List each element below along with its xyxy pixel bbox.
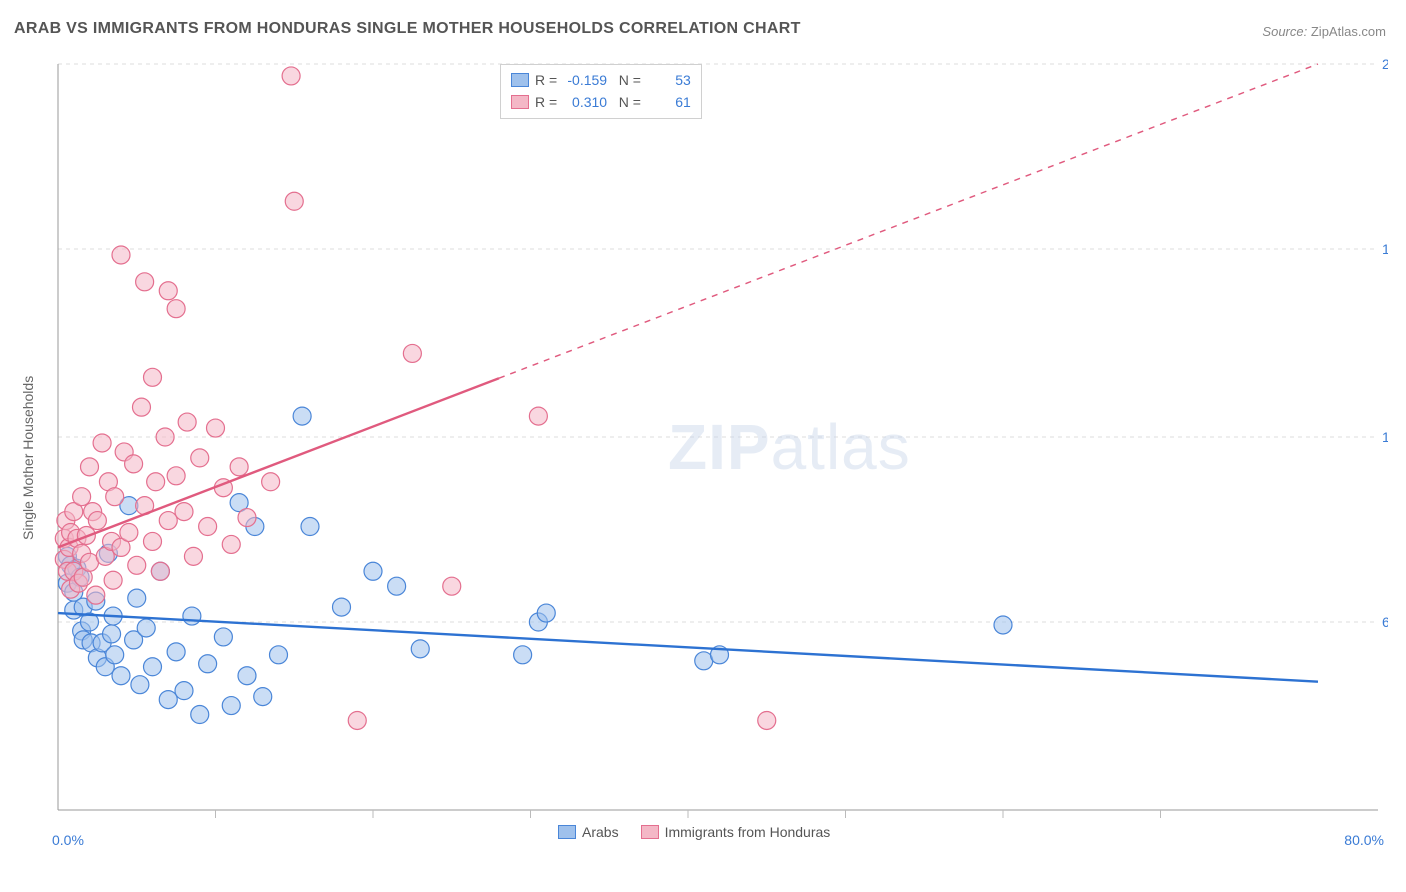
scatter-point <box>293 407 311 425</box>
scatter-point <box>254 688 272 706</box>
series-legend: Arabs Immigrants from Honduras <box>558 824 852 840</box>
scatter-point <box>183 607 201 625</box>
scatter-point <box>175 682 193 700</box>
scatter-point <box>994 616 1012 634</box>
scatter-point <box>207 419 225 437</box>
scatter-point <box>191 449 209 467</box>
scatter-point <box>222 535 240 553</box>
scatter-point <box>151 562 169 580</box>
scatter-point <box>167 467 185 485</box>
scatter-point <box>514 646 532 664</box>
scatter-point <box>222 697 240 715</box>
scatter-point <box>137 619 155 637</box>
scatter-point <box>106 488 124 506</box>
scatter-point <box>230 458 248 476</box>
scatter-point <box>270 646 288 664</box>
svg-text:12.5%: 12.5% <box>1382 429 1388 445</box>
scatter-point <box>175 503 193 521</box>
scatter-point <box>144 532 162 550</box>
scatter-point <box>156 428 174 446</box>
series-legend-item: Arabs <box>558 824 619 840</box>
scatter-point <box>282 67 300 85</box>
legend-swatch <box>641 825 659 839</box>
scatter-point <box>131 676 149 694</box>
scatter-point <box>238 667 256 685</box>
scatter-plot: 6.3%12.5%18.8%25.0% ZIPatlas R = -0.159 … <box>48 50 1388 840</box>
legend-row: R = -0.159 N = 53 <box>511 69 691 91</box>
scatter-point <box>104 571 122 589</box>
scatter-point <box>301 518 319 536</box>
scatter-point <box>88 512 106 530</box>
scatter-point <box>93 434 111 452</box>
source-label: Source: <box>1262 24 1307 39</box>
scatter-point <box>348 711 366 729</box>
scatter-point <box>73 488 91 506</box>
scatter-point <box>159 691 177 709</box>
scatter-point <box>758 711 776 729</box>
scatter-point <box>443 577 461 595</box>
series-legend-item: Immigrants from Honduras <box>641 824 831 840</box>
scatter-point <box>537 604 555 622</box>
chart-title: ARAB VS IMMIGRANTS FROM HONDURAS SINGLE … <box>14 20 801 38</box>
scatter-point <box>87 586 105 604</box>
scatter-point <box>262 473 280 491</box>
scatter-point <box>136 273 154 291</box>
legend-row: R = 0.310 N = 61 <box>511 91 691 113</box>
scatter-point <box>529 407 547 425</box>
scatter-point <box>191 706 209 724</box>
source-value: ZipAtlas.com <box>1311 24 1386 39</box>
scatter-point <box>125 455 143 473</box>
legend-swatch <box>511 73 529 87</box>
scatter-point <box>144 368 162 386</box>
scatter-point <box>388 577 406 595</box>
scatter-point <box>128 589 146 607</box>
scatter-point <box>411 640 429 658</box>
scatter-point <box>159 282 177 300</box>
scatter-point <box>184 547 202 565</box>
source-attribution: Source: ZipAtlas.com <box>1262 24 1386 39</box>
scatter-point <box>403 344 421 362</box>
scatter-point <box>112 246 130 264</box>
svg-text:18.8%: 18.8% <box>1382 241 1388 257</box>
svg-text:25.0%: 25.0% <box>1382 56 1388 72</box>
x-axis-end-label: 80.0% <box>1344 832 1384 848</box>
scatter-point <box>132 398 150 416</box>
scatter-point <box>178 413 196 431</box>
scatter-point <box>238 509 256 527</box>
legend-swatch <box>558 825 576 839</box>
scatter-point <box>364 562 382 580</box>
scatter-point <box>199 518 217 536</box>
legend-swatch <box>511 95 529 109</box>
scatter-point <box>214 628 232 646</box>
svg-text:6.3%: 6.3% <box>1382 614 1388 630</box>
scatter-point <box>159 512 177 530</box>
scatter-point <box>199 655 217 673</box>
y-axis-label: Single Mother Households <box>20 376 36 540</box>
scatter-point <box>167 300 185 318</box>
correlation-legend: R = -0.159 N = 53R = 0.310 N = 61 <box>500 64 702 119</box>
scatter-point <box>333 598 351 616</box>
scatter-point <box>112 667 130 685</box>
scatter-point <box>167 643 185 661</box>
scatter-point <box>285 192 303 210</box>
scatter-point <box>81 458 99 476</box>
scatter-point <box>120 523 138 541</box>
scatter-point <box>128 556 146 574</box>
scatter-point <box>106 646 124 664</box>
plot-svg: 6.3% 12.5% 18.8% 25.0% <box>48 50 1388 840</box>
scatter-point <box>103 625 121 643</box>
scatter-point <box>147 473 165 491</box>
x-axis-start-label: 0.0% <box>52 832 84 848</box>
scatter-point <box>144 658 162 676</box>
